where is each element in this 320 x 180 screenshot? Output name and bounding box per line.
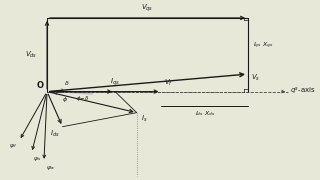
Text: $V_f$: $V_f$ — [164, 78, 174, 88]
Text: $\delta$: $\delta$ — [64, 79, 70, 87]
Text: O: O — [37, 81, 44, 90]
Polygon shape — [47, 92, 93, 95]
Text: $\psi_a$: $\psi_a$ — [45, 163, 54, 172]
Text: $V_s$: $V_s$ — [251, 73, 260, 83]
Text: $\phi{-}\delta$: $\phi{-}\delta$ — [76, 94, 90, 103]
Text: $I_s$: $I_s$ — [141, 114, 148, 124]
Text: $I_{qs}\ X_{qs}$: $I_{qs}\ X_{qs}$ — [252, 41, 273, 51]
Text: $V_{ds}$: $V_{ds}$ — [26, 50, 38, 60]
Text: $\psi_s$: $\psi_s$ — [33, 155, 42, 163]
Text: $I_{ds}\ X_{ds}$: $I_{ds}\ X_{ds}$ — [195, 109, 215, 118]
Text: $I_{ds}$: $I_{ds}$ — [50, 129, 60, 139]
Text: $\psi_f$: $\psi_f$ — [10, 142, 18, 150]
Text: $q^s$-axis: $q^s$-axis — [290, 86, 315, 97]
Text: $V_{qs}$: $V_{qs}$ — [141, 3, 154, 14]
Text: $I_{qs}$: $I_{qs}$ — [110, 76, 120, 88]
Text: $\phi$: $\phi$ — [62, 95, 68, 104]
